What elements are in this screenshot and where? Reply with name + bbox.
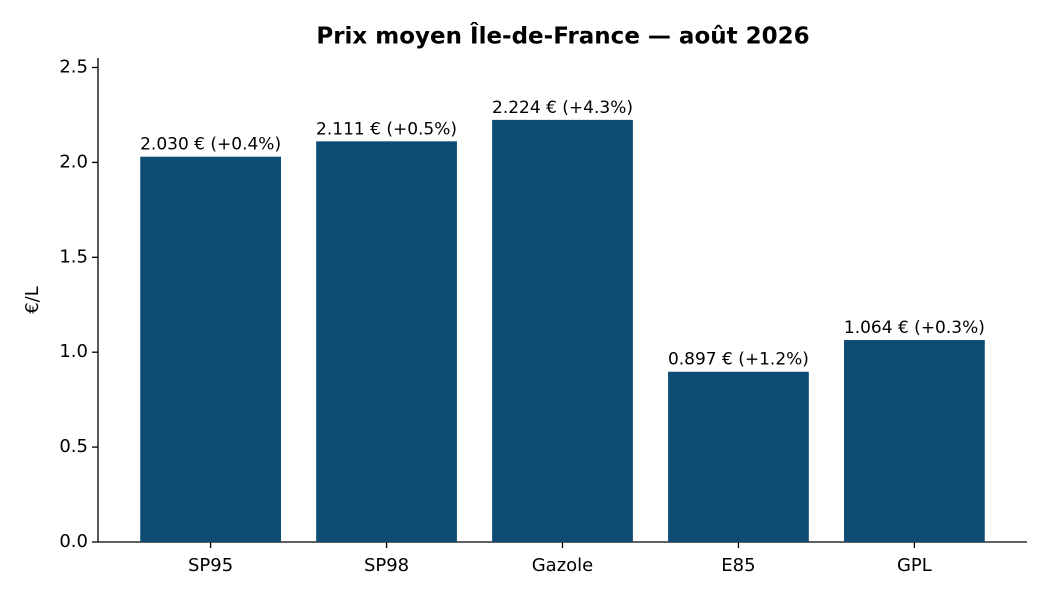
y-tick-label: 0.5 [59, 436, 88, 457]
y-tick-label: 2.0 [59, 151, 88, 172]
bar [844, 340, 985, 542]
y-tick-label: 1.5 [59, 246, 88, 267]
y-tick-label: 2.5 [59, 56, 88, 77]
x-tick-label: SP98 [364, 555, 409, 576]
data-label: 2.030 € (+0.4%) [140, 135, 281, 155]
x-tick-label: GPL [897, 555, 932, 576]
y-axis-label: €/L [22, 286, 43, 314]
x-tick-label: SP95 [188, 555, 233, 576]
data-label: 2.111 € (+0.5%) [316, 119, 457, 139]
bar [492, 119, 633, 543]
x-tick-label: Gazole [532, 555, 594, 576]
data-label: 0.897 € (+1.2%) [668, 350, 809, 370]
bar [316, 141, 457, 543]
bar [668, 371, 809, 542]
bar [140, 156, 281, 542]
data-label: 1.064 € (+0.3%) [844, 318, 985, 338]
x-tick-label: E85 [721, 555, 755, 576]
data-label: 2.224 € (+4.3%) [492, 98, 633, 118]
y-tick-label: 0.0 [59, 531, 88, 552]
chart-title: Prix moyen Île-de-France — août 2026 [316, 22, 809, 50]
y-tick-label: 1.0 [59, 341, 88, 362]
